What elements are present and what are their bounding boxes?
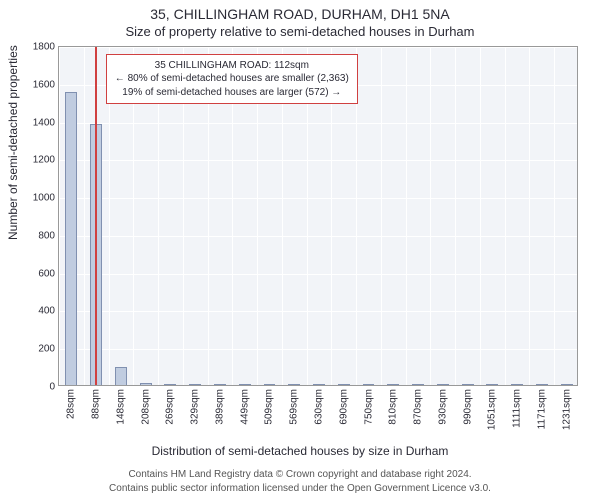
annotation-line1: 35 CHILLINGHAM ROAD: 112sqm [115, 59, 349, 73]
x-tick-label: 389sqm [214, 389, 225, 425]
histogram-bar [363, 384, 375, 385]
histogram-bar [115, 367, 127, 385]
gridline-horizontal [59, 349, 577, 350]
footer-line2: Contains public sector information licen… [0, 483, 600, 494]
y-tick-label: 400 [38, 306, 55, 317]
highlight-line [95, 47, 97, 385]
gridline-vertical [505, 47, 506, 385]
x-tick-label: 208sqm [140, 389, 151, 425]
chart-title-line2: Size of property relative to semi-detach… [0, 24, 600, 39]
histogram-bar [387, 384, 399, 385]
y-tick-label: 200 [38, 344, 55, 355]
y-tick-label: 0 [49, 382, 55, 393]
x-tick-label: 569sqm [289, 389, 300, 425]
gridline-horizontal [59, 274, 577, 275]
x-tick-label: 449sqm [239, 389, 250, 425]
y-tick-label: 1600 [33, 79, 55, 90]
gridline-vertical [579, 47, 580, 385]
x-tick-label: 1231sqm [561, 389, 572, 430]
histogram-bar [164, 384, 176, 385]
x-tick-label: 28sqm [66, 389, 77, 419]
histogram-bar [462, 384, 474, 385]
gridline-horizontal [59, 123, 577, 124]
gridline-horizontal [59, 387, 577, 388]
gridline-horizontal [59, 47, 577, 48]
x-tick-label: 509sqm [264, 389, 275, 425]
histogram-bar [288, 384, 300, 385]
x-tick-label: 1111sqm [512, 389, 523, 428]
histogram-bar [214, 384, 226, 385]
gridline-vertical [554, 47, 555, 385]
histogram-bar [313, 384, 325, 385]
histogram-bar [437, 384, 449, 385]
annotation-line2: ← 80% of semi-detached houses are smalle… [115, 72, 349, 86]
x-tick-label: 1171sqm [536, 389, 547, 429]
gridline-vertical [59, 47, 60, 385]
x-tick-label: 148sqm [115, 389, 126, 425]
histogram-bar [264, 384, 276, 385]
histogram-bar [536, 384, 548, 385]
x-tick-label: 1051sqm [487, 389, 498, 430]
gridline-vertical [381, 47, 382, 385]
x-tick-label: 690sqm [338, 389, 349, 425]
chart-container: 35, CHILLINGHAM ROAD, DURHAM, DH1 5NA Si… [0, 0, 600, 500]
histogram-bar [65, 92, 77, 385]
annotation-line3: 19% of semi-detached houses are larger (… [115, 86, 349, 100]
gridline-horizontal [59, 311, 577, 312]
x-tick-label: 88sqm [91, 389, 102, 419]
y-tick-label: 1800 [33, 42, 55, 53]
histogram-bar [239, 384, 251, 385]
y-tick-label: 600 [38, 268, 55, 279]
gridline-horizontal [59, 198, 577, 199]
plot-area: 02004006008001000120014001600180028sqm88… [58, 46, 578, 386]
histogram-bar [561, 384, 573, 385]
histogram-bar [412, 384, 424, 385]
y-tick-label: 1400 [33, 117, 55, 128]
gridline-horizontal [59, 236, 577, 237]
histogram-bar [338, 384, 350, 385]
x-axis-label: Distribution of semi-detached houses by … [0, 444, 600, 458]
annotation-box: 35 CHILLINGHAM ROAD: 112sqm← 80% of semi… [106, 54, 358, 105]
x-tick-label: 870sqm [413, 389, 424, 425]
y-tick-label: 1200 [33, 155, 55, 166]
x-tick-label: 630sqm [314, 389, 325, 425]
gridline-vertical [406, 47, 407, 385]
histogram-bar [486, 384, 498, 385]
x-tick-label: 990sqm [462, 389, 473, 425]
gridline-vertical [455, 47, 456, 385]
gridline-vertical [480, 47, 481, 385]
y-tick-label: 800 [38, 230, 55, 241]
histogram-bar [140, 383, 152, 385]
gridline-vertical [430, 47, 431, 385]
chart-title-line1: 35, CHILLINGHAM ROAD, DURHAM, DH1 5NA [0, 6, 600, 22]
x-tick-label: 329sqm [190, 389, 201, 425]
x-tick-label: 810sqm [388, 389, 399, 425]
x-tick-label: 269sqm [165, 389, 176, 425]
histogram-bar [511, 384, 523, 385]
y-axis-label: Number of semi-detached properties [6, 45, 20, 240]
gridline-vertical [529, 47, 530, 385]
gridline-vertical [84, 47, 85, 385]
histogram-bar [189, 384, 201, 385]
x-tick-label: 930sqm [437, 389, 448, 425]
x-tick-label: 750sqm [363, 389, 374, 425]
footer-line1: Contains HM Land Registry data © Crown c… [0, 469, 600, 480]
gridline-horizontal [59, 160, 577, 161]
y-tick-label: 1000 [33, 193, 55, 204]
